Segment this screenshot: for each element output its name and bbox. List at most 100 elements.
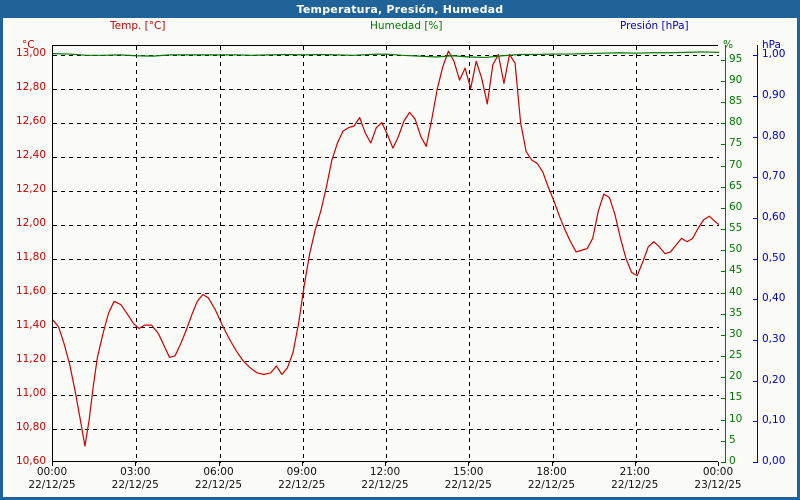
x-tick-time: 06:00 (203, 466, 234, 478)
tick-mark-humidity (721, 293, 725, 294)
x-tick-label: 00:00 22/12/25 (17, 466, 87, 492)
y-tick-temperature: 12,00 (15, 216, 46, 229)
tick-mark-humidity (721, 81, 725, 82)
tick-mark-pressure (753, 299, 757, 300)
x-tick-label: 03:00 22/12/25 (100, 466, 170, 492)
tick-mark-humidity (721, 335, 725, 336)
tick-mark-humidity (721, 398, 725, 399)
data-series (53, 50, 719, 447)
y-tick-humidity: 80 (729, 116, 743, 129)
humidity-axis-line (725, 45, 726, 463)
axis-unit-hpa: hPa (762, 39, 781, 51)
x-tick-time: 18:00 (536, 466, 567, 478)
axis-unit-percent: % (723, 39, 733, 51)
x-tick-time: 03:00 (120, 466, 151, 478)
tick-mark-humidity (721, 462, 725, 463)
tick-mark-humidity (721, 250, 725, 251)
plot-area (52, 45, 719, 463)
x-tick-date: 22/12/25 (28, 479, 76, 491)
x-tick-time: 15:00 (453, 466, 484, 478)
tick-mark-x (552, 462, 553, 466)
y-tick-temperature: 12,40 (15, 148, 46, 161)
axis-unit-celsius: °C (22, 39, 35, 51)
y-tick-humidity: 5 (729, 433, 736, 446)
x-tick-date: 23/12/25 (694, 479, 742, 491)
tick-mark-pressure (753, 421, 757, 422)
tick-mark-x (135, 462, 136, 466)
tick-mark-x (52, 462, 53, 466)
series-line-humidity (53, 51, 719, 59)
x-tick-date: 22/12/25 (278, 479, 326, 491)
y-tick-temperature: 11,00 (15, 386, 46, 399)
y-tick-temperature: 12,80 (15, 80, 46, 93)
x-tick-date: 22/12/25 (527, 479, 576, 491)
tick-mark-pressure (753, 340, 757, 341)
x-tick-date: 22/12/25 (611, 479, 659, 491)
y-tick-pressure: 0,20 (762, 373, 786, 386)
x-tick-time: 12:00 (369, 466, 401, 478)
tick-mark-x (385, 462, 386, 466)
x-tick-label: 06:00 22/12/25 (184, 466, 254, 492)
y-tick-humidity: 65 (729, 179, 743, 192)
y-tick-humidity: 40 (729, 285, 743, 298)
y-tick-pressure: 0,80 (762, 129, 786, 142)
tick-mark-pressure (753, 381, 757, 382)
tick-mark-pressure (753, 259, 757, 260)
x-tick-time: 00:00 (702, 466, 734, 478)
x-tick-label: 15:00 22/12/25 (433, 466, 503, 492)
grid-lines (53, 46, 719, 463)
y-tick-humidity: 50 (729, 243, 743, 256)
y-tick-humidity: 95 (729, 52, 743, 65)
y-tick-humidity: 70 (729, 158, 743, 171)
y-tick-temperature: 12,60 (15, 114, 46, 127)
tick-mark-pressure (753, 177, 757, 178)
window-title: Temperatura, Presión, Humedad (296, 2, 504, 16)
tick-mark-pressure (753, 55, 757, 56)
x-tick-label: 21:00 22/12/25 (600, 466, 670, 492)
y-tick-humidity: 0 (729, 455, 736, 467)
x-tick-date: 22/12/25 (361, 479, 409, 491)
tick-mark-humidity (721, 187, 725, 188)
y-tick-pressure: 1,00 (762, 48, 786, 61)
legend-item-humidity: Humedad [%] (370, 20, 443, 32)
tick-mark-humidity (721, 166, 725, 167)
y-tick-humidity: 45 (729, 264, 743, 277)
x-tick-time: 00:00 (36, 466, 68, 478)
y-tick-humidity: 55 (729, 222, 743, 235)
tick-mark-pressure (753, 137, 757, 138)
window-frame-bottom (0, 497, 800, 500)
y-tick-humidity: 25 (729, 349, 743, 362)
tick-mark-x (302, 462, 303, 466)
window-frame-right (797, 18, 800, 500)
tick-mark-pressure (753, 218, 757, 219)
tick-mark-humidity (721, 102, 725, 103)
x-tick-label: 09:00 22/12/25 (267, 466, 337, 492)
y-tick-humidity: 85 (729, 95, 743, 108)
x-tick-time: 09:00 (286, 466, 317, 478)
x-tick-date: 22/12/25 (111, 479, 159, 491)
y-tick-temperature: 11,80 (15, 250, 46, 263)
legend-item-pressure: Presión [hPa] (620, 20, 689, 32)
tick-mark-humidity (721, 271, 725, 272)
y-tick-temperature: 12,20 (15, 182, 46, 195)
tick-mark-x (635, 462, 636, 466)
window-title-bar: Temperatura, Presión, Humedad (0, 0, 800, 18)
chart-canvas (53, 46, 719, 463)
y-tick-humidity: 15 (729, 391, 743, 404)
tick-mark-x (468, 462, 469, 466)
tick-mark-pressure (753, 462, 757, 463)
y-tick-pressure: 0,90 (762, 88, 786, 101)
tick-mark-humidity (721, 420, 725, 421)
y-tick-pressure: 0,40 (762, 292, 786, 305)
window-frame-left (0, 18, 3, 500)
tick-mark-humidity (721, 144, 725, 145)
y-tick-pressure: 0,50 (762, 251, 786, 264)
y-tick-humidity: 10 (729, 412, 743, 425)
y-tick-humidity: 35 (729, 306, 743, 319)
tick-mark-humidity (721, 377, 725, 378)
tick-mark-humidity (721, 60, 725, 61)
y-tick-humidity: 20 (729, 370, 743, 383)
y-tick-pressure: 0,70 (762, 170, 786, 183)
tick-mark-humidity (721, 356, 725, 357)
